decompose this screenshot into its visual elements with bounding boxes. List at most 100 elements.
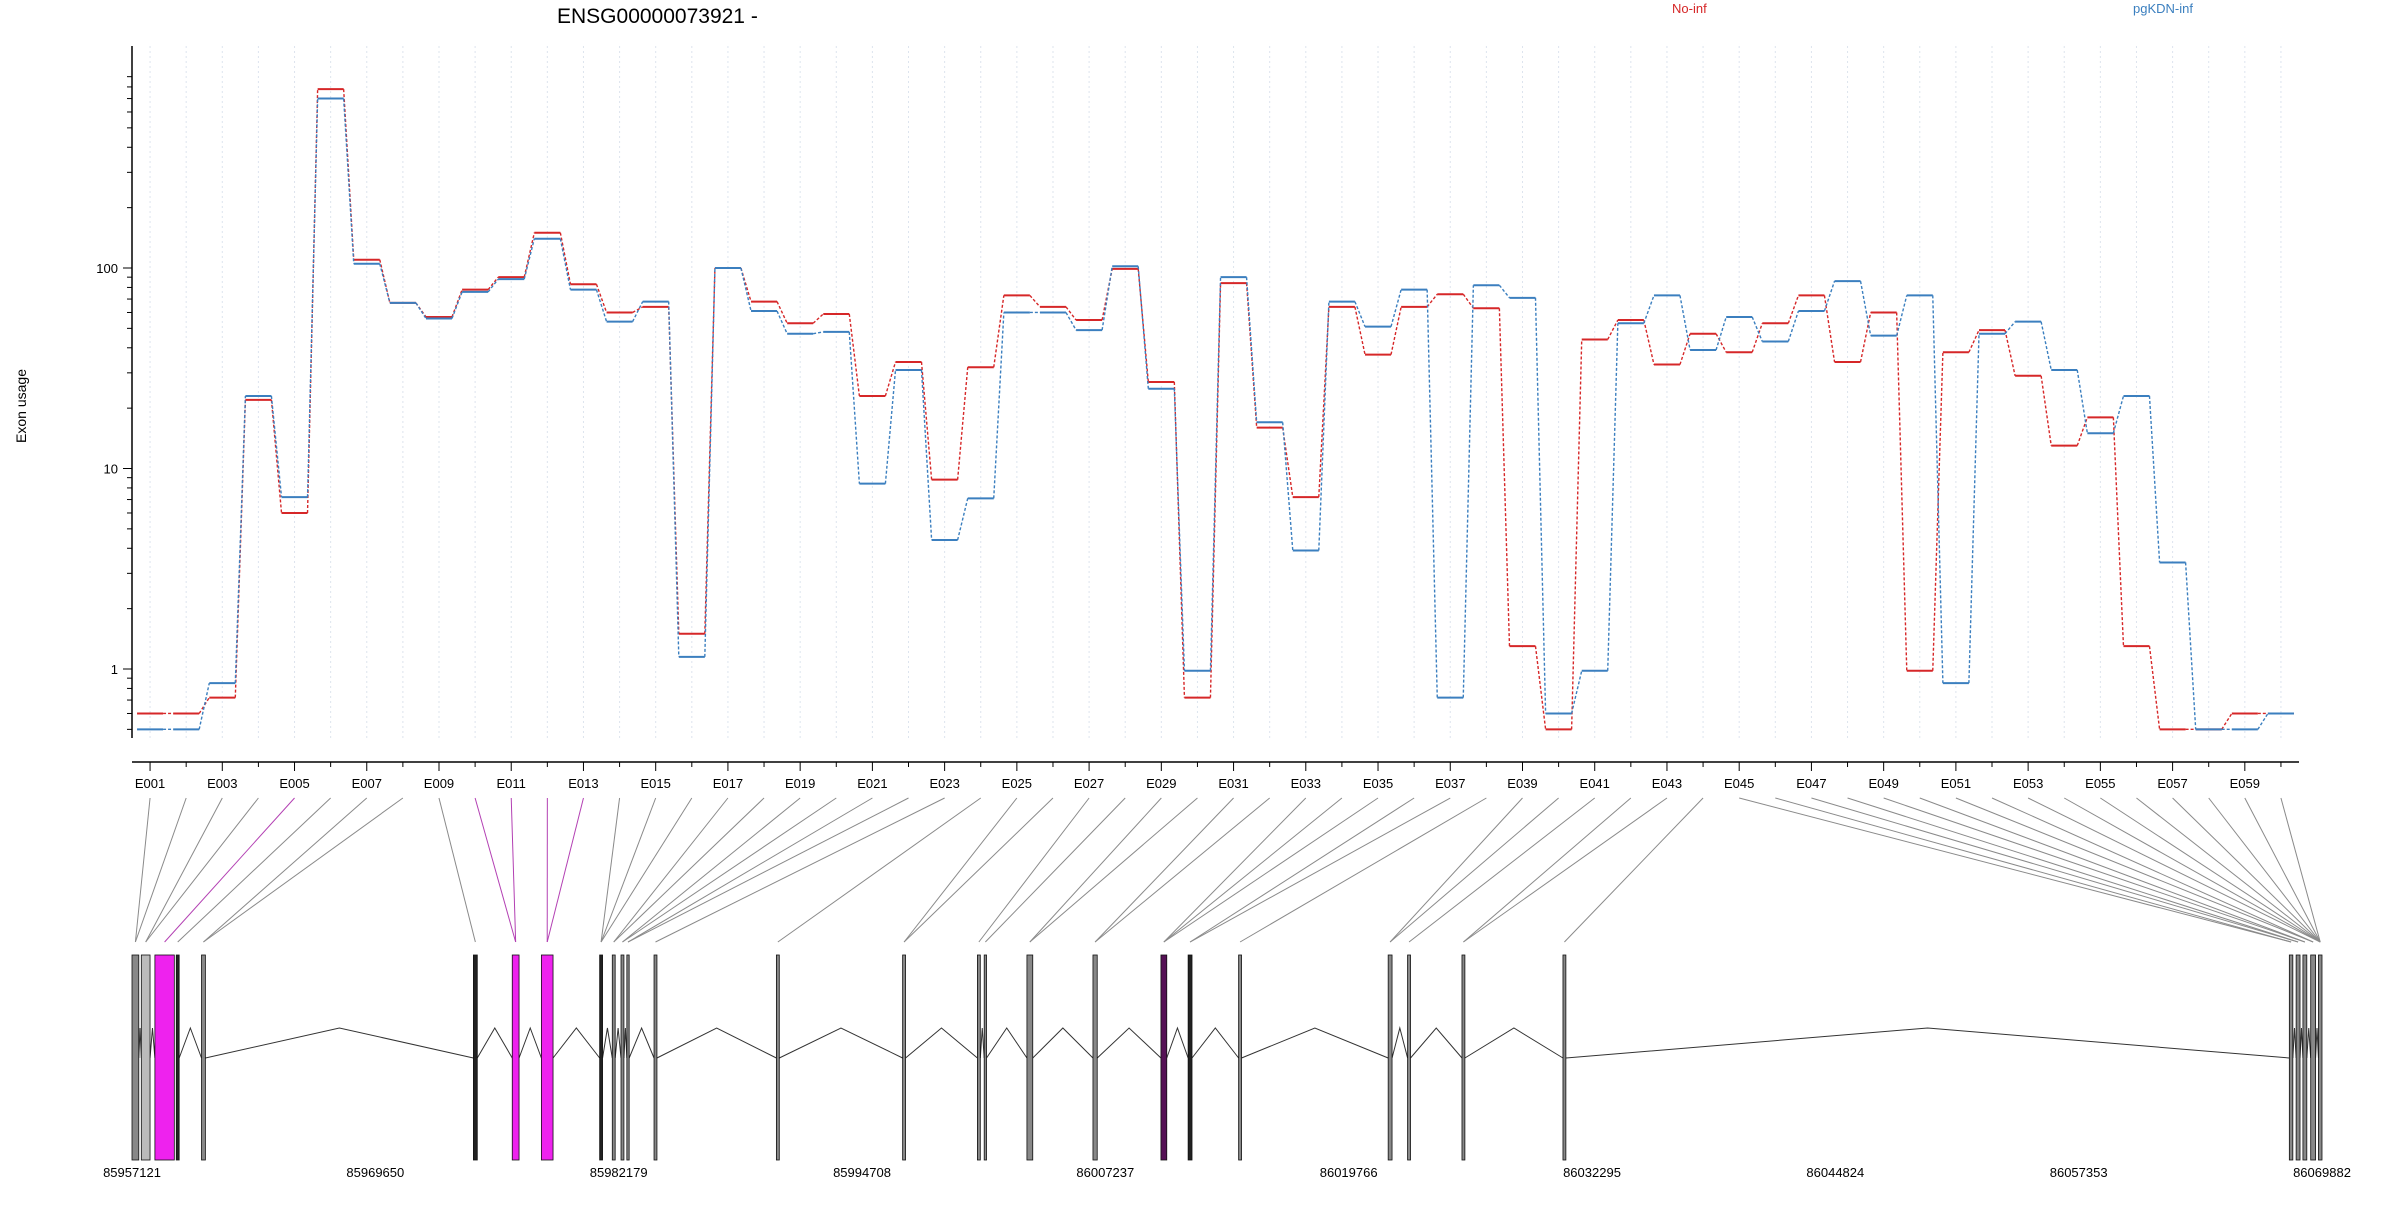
exon-mapping-line	[979, 798, 1089, 942]
data-connector	[2041, 322, 2051, 370]
data-connector	[1969, 334, 1979, 683]
data-connector	[669, 302, 679, 657]
genomic-tick-label: 86019766	[1320, 1165, 1378, 1180]
x-tick-label: E029	[1146, 776, 1176, 791]
data-connector	[524, 233, 534, 277]
data-connector	[271, 396, 281, 497]
x-tick-label: E039	[1507, 776, 1537, 791]
exon-mapping-line	[614, 798, 764, 942]
data-connector	[2041, 376, 2051, 446]
exon-block	[1408, 955, 1411, 1160]
exon-mapping-line	[178, 798, 331, 942]
legend-entry-pgkdn-inf: pgKDN-inf	[2133, 1, 2193, 16]
exon-block	[1388, 955, 1392, 1160]
intron-line	[1097, 1028, 1161, 1058]
intron-line	[1411, 1028, 1462, 1058]
genomic-tick-label: 86007237	[1076, 1165, 1134, 1180]
x-tick-label: E059	[2230, 776, 2260, 791]
x-tick-label: E055	[2085, 776, 2115, 791]
data-connector	[885, 370, 895, 484]
genomic-tick-label: 85994708	[833, 1165, 891, 1180]
exon-mapping-line	[1463, 798, 1630, 942]
intron-line	[2300, 1028, 2303, 1058]
x-tick-label: E011	[497, 776, 526, 791]
intron-line	[519, 1028, 541, 1058]
x-tick-label: E051	[1941, 776, 1971, 791]
data-connector	[1680, 295, 1690, 350]
exon-block	[2303, 955, 2307, 1160]
exon-mapping-line	[1884, 798, 2305, 942]
series-lines	[137, 89, 2294, 729]
data-connector	[885, 362, 895, 396]
exon-mapping-line	[601, 798, 656, 942]
data-connector	[994, 312, 1004, 498]
intron-line	[1033, 1028, 1093, 1058]
data-connector	[813, 332, 823, 334]
exon-mapping-line	[439, 798, 475, 942]
exon-block	[654, 955, 657, 1160]
exon-block	[1563, 955, 1566, 1160]
intron-line	[150, 1028, 155, 1058]
x-tick-label: E045	[1724, 776, 1754, 791]
exon-mapping-line	[904, 798, 1053, 942]
intron-line	[980, 1028, 984, 1058]
series-pgkdn-inf	[137, 99, 2294, 730]
exon-block	[621, 955, 624, 1160]
exon-mapping-line	[1956, 798, 2313, 942]
exon-mapping-line	[1164, 798, 1342, 942]
genomic-tick-label: 86057353	[2050, 1165, 2108, 1180]
data-connector	[669, 307, 679, 634]
exon-block	[2311, 955, 2316, 1160]
data-connector	[1644, 295, 1654, 323]
data-connector	[958, 498, 968, 540]
exon-mapping-line	[601, 798, 692, 942]
chart-title: ENSG00000073921 -	[557, 5, 758, 28]
data-connector	[1319, 302, 1329, 551]
data-connector	[1066, 307, 1076, 320]
exon-mapping-line	[475, 798, 516, 942]
legend-entry-no-inf: No-inf	[1672, 1, 1707, 16]
exon-mapping-line	[1409, 798, 1595, 942]
intron-line	[624, 1028, 627, 1058]
genomic-tick-label: 85982179	[590, 1165, 648, 1180]
y-tick-label: 1	[111, 662, 118, 677]
intron-line	[553, 1028, 600, 1058]
data-connector	[1138, 269, 1148, 382]
x-tick-label: E015	[641, 776, 671, 791]
grid-lines	[150, 46, 2281, 738]
exon-mapping-line	[1564, 798, 1703, 942]
data-connector	[1535, 298, 1545, 714]
x-tick-label: E013	[568, 776, 598, 791]
exon-mapping-line	[1240, 798, 1486, 942]
exon-mapping-line	[1164, 798, 1306, 942]
exon-block	[776, 955, 779, 1160]
data-connector	[2077, 370, 2087, 433]
data-connector	[2258, 713, 2268, 729]
y-tick-label: 10	[104, 462, 118, 477]
data-connector	[1355, 307, 1365, 355]
data-connector	[1897, 312, 1907, 670]
exon-mapping-line	[547, 798, 583, 942]
exon-block	[627, 955, 629, 1160]
x-tick-label: E041	[1580, 776, 1610, 791]
data-connector	[560, 239, 570, 290]
exon-mapping-line	[628, 798, 872, 942]
data-connector	[1427, 290, 1437, 698]
exon-mapping-line	[1463, 798, 1667, 942]
x-tick-label: E037	[1435, 776, 1465, 791]
data-connector	[1572, 339, 1582, 729]
exon-block	[541, 955, 553, 1160]
exon-block	[141, 955, 150, 1160]
data-connector	[1608, 320, 1618, 339]
exon-block	[600, 955, 603, 1160]
exon-block	[977, 955, 980, 1160]
x-tick-label: E047	[1796, 776, 1826, 791]
x-tick-label: E005	[279, 776, 309, 791]
exon-mapping-line	[2064, 798, 2320, 942]
data-connector	[1391, 290, 1401, 327]
exon-block	[1093, 955, 1097, 1160]
data-connector	[2005, 330, 2015, 376]
intron-line	[1242, 1028, 1389, 1058]
